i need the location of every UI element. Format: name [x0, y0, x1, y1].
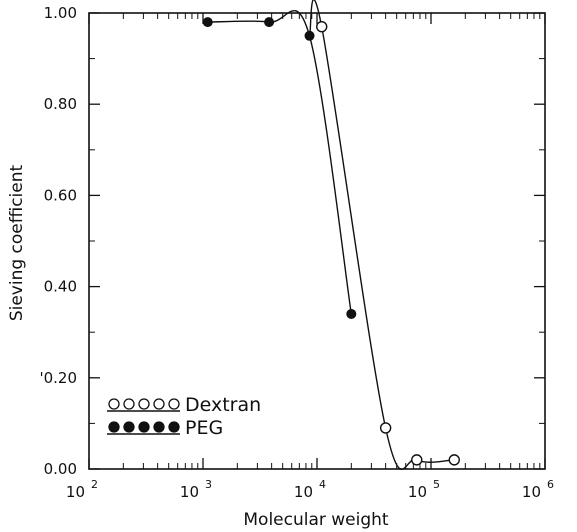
y-tick-label: '0.20 — [39, 369, 77, 387]
x-tick-label: 10 — [408, 483, 427, 501]
x-tick-label: 10 — [180, 483, 199, 501]
legend-open-marker — [123, 398, 135, 410]
legend-open-marker — [138, 398, 150, 410]
x-axis-label: Molecular weight — [243, 510, 389, 530]
legend-filled-marker — [138, 421, 150, 433]
data-points — [202, 17, 460, 466]
y-tick-label: 0.00 — [44, 460, 77, 478]
y-tick-label: 0.80 — [44, 95, 77, 113]
x-tick-label: 10 — [294, 483, 313, 501]
x-tick-exponent: 3 — [205, 478, 212, 491]
legend-open-marker — [153, 398, 165, 410]
legend-open-marker — [108, 398, 120, 410]
ticks: 10 2 10 3 10 4 10 5 10 6 0.00 '0.20 0.40 0.60 0.80 1.00 — [39, 4, 554, 501]
x-tick-exponent: 4 — [319, 478, 326, 491]
legend-filled-marker — [168, 421, 180, 433]
dextran-point — [411, 454, 423, 466]
y-tick-label: 0.60 — [44, 186, 77, 204]
x-tick-exponent: 2 — [91, 478, 98, 491]
dextran-curve — [308, 0, 455, 470]
peg-point — [346, 308, 357, 319]
x-tick-exponent: 6 — [547, 478, 554, 491]
y-tick-label: 0.40 — [44, 278, 77, 296]
y-axis-label: Sieving coefficient — [7, 165, 27, 322]
dextran-point — [379, 422, 392, 434]
dextran-point — [448, 454, 460, 466]
x-tick-label: 10 — [66, 483, 85, 501]
legend-item-peg: PEG — [107, 417, 223, 439]
legend-item-dextran: Dextran — [107, 394, 261, 416]
legend-filled-marker — [153, 421, 165, 433]
x-tick-label: 10 — [522, 483, 541, 501]
x-tick-exponent: 5 — [433, 478, 440, 491]
legend-filled-marker — [108, 421, 120, 433]
peg-point — [202, 17, 213, 28]
y-tick-label: 1.00 — [44, 4, 77, 22]
legend-filled-marker — [123, 421, 135, 433]
legend-label: Dextran — [185, 394, 261, 416]
peg-curve — [207, 10, 352, 315]
peg-point — [264, 17, 275, 28]
peg-point — [304, 30, 315, 41]
dextran-point — [316, 20, 328, 33]
legend-open-marker — [168, 398, 180, 410]
legend-label: PEG — [185, 417, 223, 439]
